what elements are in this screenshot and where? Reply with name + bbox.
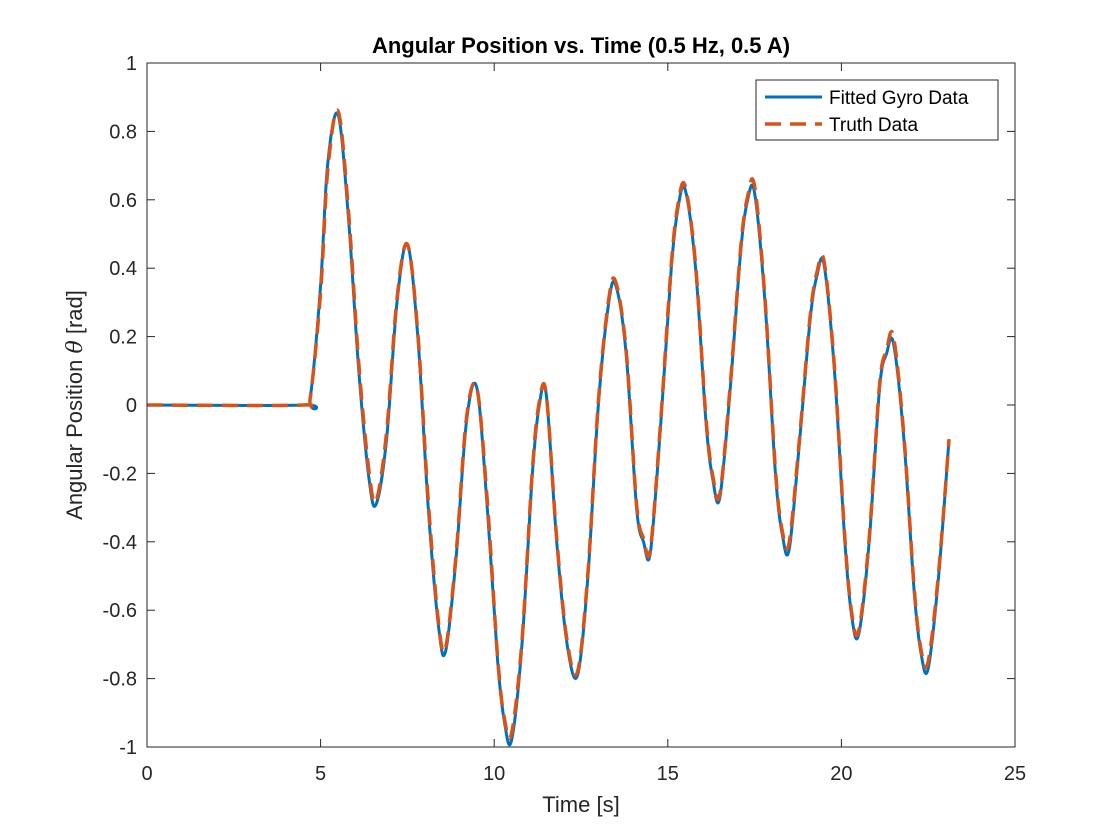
y-axis-label: Angular Position θ [rad] bbox=[62, 290, 88, 520]
x-tick-label: 15 bbox=[657, 763, 679, 785]
x-axis-label: Time [s] bbox=[542, 792, 619, 817]
x-tick-label: 5 bbox=[315, 763, 326, 785]
y-tick-label: 0.2 bbox=[109, 327, 137, 349]
y-tick-label: -0.4 bbox=[103, 532, 137, 554]
y-tick-label: 0 bbox=[126, 395, 137, 417]
legend-box bbox=[755, 79, 999, 141]
y-axis-label-symbol: θ bbox=[63, 340, 88, 353]
y-tick-label: 0.8 bbox=[109, 121, 137, 143]
legend-label-truth: Truth Data bbox=[829, 115, 918, 136]
y-axis-label-suffix: [rad] bbox=[62, 290, 87, 340]
series-line-truth bbox=[147, 108, 951, 741]
y-tick-label: -0.2 bbox=[103, 463, 137, 485]
y-tick-label: 0.6 bbox=[109, 190, 137, 212]
legend: Fitted Gyro Data Truth Data bbox=[755, 79, 999, 141]
x-tick-label: 25 bbox=[1004, 763, 1026, 785]
y-tick-label: -0.8 bbox=[103, 669, 137, 691]
plot-frame bbox=[146, 62, 1016, 748]
y-tick-label: -1 bbox=[119, 737, 137, 759]
tick-labels: 0 5 10 15 20 25 -1 -0.8 -0.6 -0.4 -0.2 0 0.2 0.4 0.6 0.… bbox=[103, 53, 1027, 785]
x-tick-label: 0 bbox=[141, 763, 152, 785]
y-tick-label: 0.4 bbox=[109, 258, 137, 280]
legend-label-fitted: Fitted Gyro Data bbox=[829, 88, 969, 109]
x-tick-label: 10 bbox=[483, 763, 505, 785]
y-axis-label-prefix: Angular Position bbox=[62, 354, 87, 520]
series-layer bbox=[147, 108, 951, 747]
x-tick-label: 20 bbox=[830, 763, 852, 785]
chart-title: Angular Position vs. Time (0.5 Hz, 0.5 A… bbox=[372, 33, 790, 58]
y-tick-label: 1 bbox=[126, 53, 137, 75]
y-tick-label: -0.6 bbox=[103, 600, 137, 622]
